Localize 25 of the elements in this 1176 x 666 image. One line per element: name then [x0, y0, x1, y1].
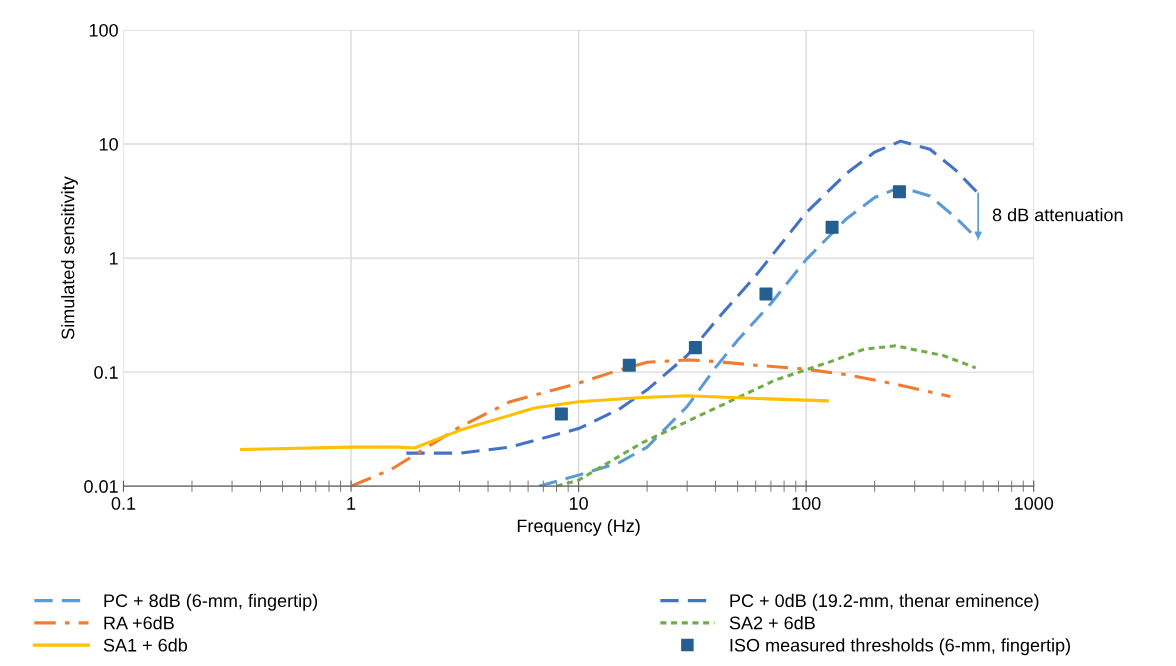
x-tick-label: 1 [347, 497, 356, 510]
legend-label: PC + 8dB (6-mm, fingertip) [104, 593, 318, 611]
legend-label: RA +6dB [104, 616, 174, 630]
y-tick-label: 10 [99, 137, 118, 151]
x-axis-title: Frequency (Hz) [517, 518, 640, 536]
point [892, 185, 906, 199]
x-tick-label: 10 [569, 497, 588, 510]
y-tick-label: 0.1 [94, 366, 118, 379]
point [825, 220, 839, 234]
legend-label: SA2 + 6dB [729, 616, 815, 630]
x-tick-label: 0.1 [111, 497, 136, 510]
point [688, 341, 702, 355]
y-tick-label: 1 [109, 252, 118, 265]
y-tick-label: 100 [89, 23, 118, 37]
point [554, 407, 568, 421]
annotation: 8 dB attenuation [992, 208, 1123, 222]
legend-label: PC + 0dB (19.2-mm, thenar eminence) [730, 593, 1039, 611]
y-axis-title: Simulated sensitivity [61, 176, 78, 340]
point [759, 287, 773, 301]
x-tick-label: 100 [792, 497, 821, 510]
point [622, 358, 636, 372]
x-tick-label: 1000 [1015, 497, 1054, 510]
legend-label: ISO measured thresholds (6-mm, fingertip) [730, 638, 1070, 656]
y-tick-label: 0.01 [84, 480, 118, 493]
legend-label: SA1 + 6db [103, 638, 188, 652]
